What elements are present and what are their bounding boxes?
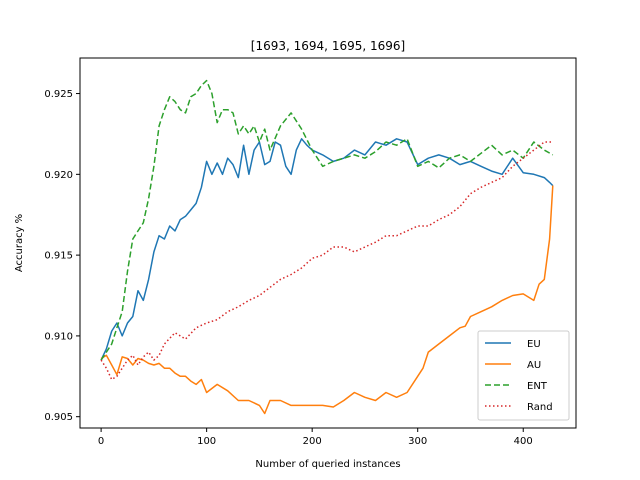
legend-frame bbox=[477, 330, 570, 421]
x-tick-label: 0 bbox=[98, 436, 104, 447]
series-line-eu bbox=[100, 138, 554, 361]
y-tick-label: 0.920 bbox=[44, 170, 73, 181]
chart-title: [1693, 1694, 1695, 1696] bbox=[251, 39, 405, 53]
x-tick-label: 400 bbox=[514, 436, 533, 447]
series-line-ent bbox=[100, 79, 554, 361]
x-tick-label: 100 bbox=[197, 436, 216, 447]
series-line-rand bbox=[100, 141, 553, 381]
y-tick-label: 0.925 bbox=[44, 89, 73, 100]
y-tick-label: 0.915 bbox=[44, 251, 73, 262]
legend: EU AU ENT Rand bbox=[477, 330, 570, 421]
series-layer bbox=[100, 79, 554, 415]
y-axis: 0.905 0.910 0.915 0.920 0.925 bbox=[44, 89, 80, 423]
plot-frame bbox=[79, 57, 577, 429]
x-axis: 0 100 200 300 400 bbox=[98, 428, 533, 447]
x-tick-label: 300 bbox=[408, 436, 427, 447]
legend-label-eu: EU bbox=[527, 339, 541, 350]
x-tick-label: 200 bbox=[303, 436, 322, 447]
series-line-au bbox=[100, 185, 554, 415]
legend-label-rand: Rand bbox=[527, 402, 553, 413]
y-axis-label: Accuracy % bbox=[14, 214, 25, 272]
legend-label-ent: ENT bbox=[527, 381, 548, 392]
y-tick-label: 0.910 bbox=[44, 331, 73, 342]
legend-label-au: AU bbox=[527, 360, 541, 371]
y-tick-label: 0.905 bbox=[44, 412, 73, 423]
x-axis-label: Number of queried instances bbox=[255, 459, 400, 470]
